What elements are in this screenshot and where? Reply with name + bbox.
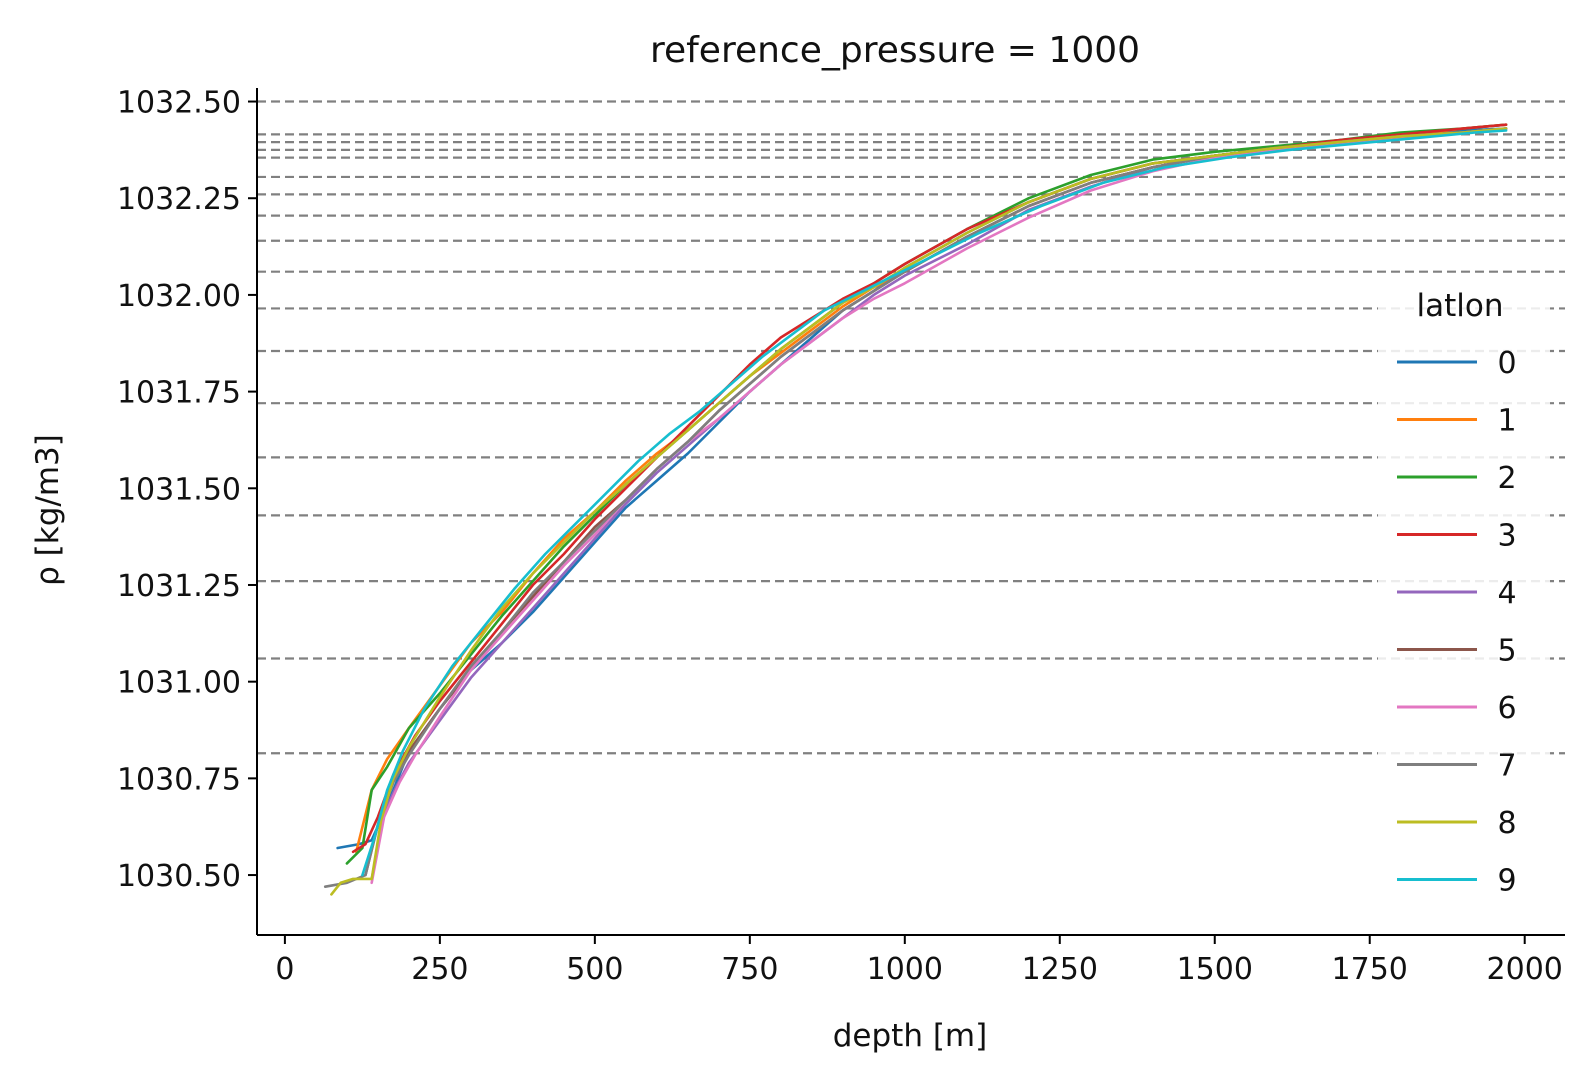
legend-label-5: 5 (1497, 634, 1516, 669)
x-tick-label: 1750 (1332, 952, 1408, 987)
legend-label-8: 8 (1497, 806, 1516, 841)
legend-title: latlon (1417, 288, 1504, 324)
y-tick-label: 1032.00 (117, 279, 241, 314)
legend-label-9: 9 (1497, 864, 1516, 899)
series-line-3 (351, 123, 1508, 854)
x-tick-label: 500 (566, 952, 623, 987)
y-tick-label: 1031.50 (117, 472, 241, 507)
x-tick-label: 1000 (867, 952, 943, 987)
legend-items: 0 1 2 3 4 5 6 7 8 9 (1397, 346, 1517, 899)
legend-label-7: 7 (1497, 749, 1516, 784)
x-axis-label: depth [m] (833, 1018, 987, 1054)
series-line-9 (361, 129, 1508, 877)
legend-label-3: 3 (1497, 519, 1516, 554)
series-line-6 (370, 127, 1508, 885)
legend-label-6: 6 (1497, 691, 1516, 726)
series-line-1 (354, 123, 1508, 854)
y-axis-label: ρ [kg/m3] (30, 434, 66, 586)
legend-label-1: 1 (1497, 404, 1516, 439)
legend-label-4: 4 (1497, 576, 1516, 611)
y-tick-label: 1030.75 (117, 762, 241, 797)
x-tick-label: 1500 (1177, 952, 1253, 987)
series-line-7 (323, 127, 1508, 889)
x-tick-label: 2000 (1487, 952, 1563, 987)
reference-lines (257, 100, 1565, 755)
chart-title: reference_pressure = 1000 (650, 30, 1140, 71)
legend: latlon 0 1 2 3 4 5 6 7 8 9 (1378, 278, 1550, 906)
x-tick-label: 250 (411, 952, 468, 987)
x-tick-label: 1250 (1022, 952, 1098, 987)
series-line-2 (345, 123, 1508, 865)
series-line-0 (336, 127, 1508, 850)
series-lines (323, 123, 1508, 896)
series-line-8 (330, 127, 1508, 896)
y-tick-label: 1032.25 (117, 182, 241, 217)
legend-label-2: 2 (1497, 461, 1516, 496)
y-ticks: 1030.50 1030.75 1031.00 1031.25 1031.50 1031.… (117, 86, 257, 894)
x-tick-label: 750 (721, 952, 778, 987)
x-ticks: 0 250 500 750 1000 1250 1500 1750 2000 (275, 935, 1563, 987)
legend-label-0: 0 (1497, 346, 1516, 381)
y-tick-label: 1030.50 (117, 859, 241, 894)
y-tick-label: 1032.50 (117, 86, 241, 121)
axes (256, 88, 1565, 936)
x-tick-label: 0 (275, 952, 294, 987)
y-tick-label: 1031.75 (117, 376, 241, 411)
y-tick-label: 1031.25 (117, 569, 241, 604)
y-tick-label: 1031.00 (117, 666, 241, 701)
